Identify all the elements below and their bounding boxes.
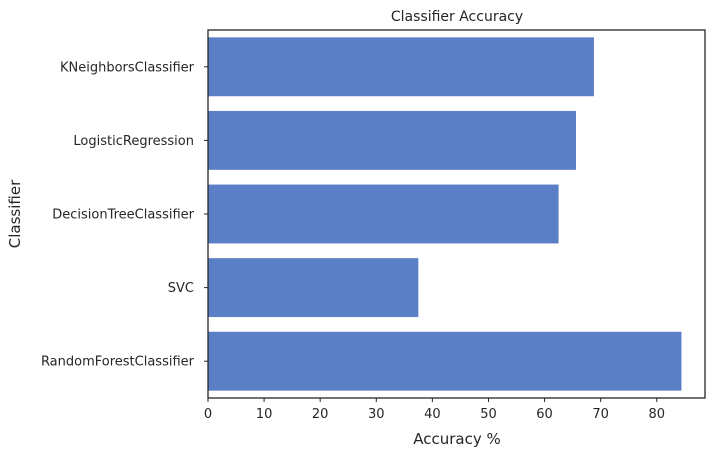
x-tick-labels: 0 10 20 30 40 50 60 70 80	[204, 398, 665, 422]
category-label: RandomForestClassifier	[41, 355, 195, 370]
category-label: LogisticRegression	[73, 134, 194, 149]
bar	[208, 37, 594, 97]
chart-title: Classifier Accuracy	[391, 9, 523, 25]
x-tick-label: 80	[648, 407, 665, 422]
category-labels: KNeighborsClassifier LogisticRegression De…	[41, 60, 208, 370]
x-tick-label: 40	[424, 407, 441, 422]
x-tick-label: 70	[592, 407, 609, 422]
category-label: DecisionTreeClassifier	[52, 208, 194, 223]
bar	[208, 110, 576, 170]
x-axis-title: Accuracy %	[413, 430, 501, 448]
x-tick-label: 30	[368, 407, 385, 422]
x-tick-label: 20	[312, 407, 329, 422]
x-tick-label: 60	[536, 407, 553, 422]
y-axis-title: Classifier	[6, 179, 24, 248]
bar	[208, 184, 559, 244]
x-tick-label: 50	[480, 407, 497, 422]
x-tick-label: 10	[256, 407, 273, 422]
category-label: SVC	[168, 281, 194, 296]
bar	[208, 258, 419, 318]
bar	[208, 331, 682, 391]
bars-layer	[208, 37, 682, 391]
category-label: KNeighborsClassifier	[60, 60, 195, 75]
x-tick-label: 0	[204, 407, 212, 422]
